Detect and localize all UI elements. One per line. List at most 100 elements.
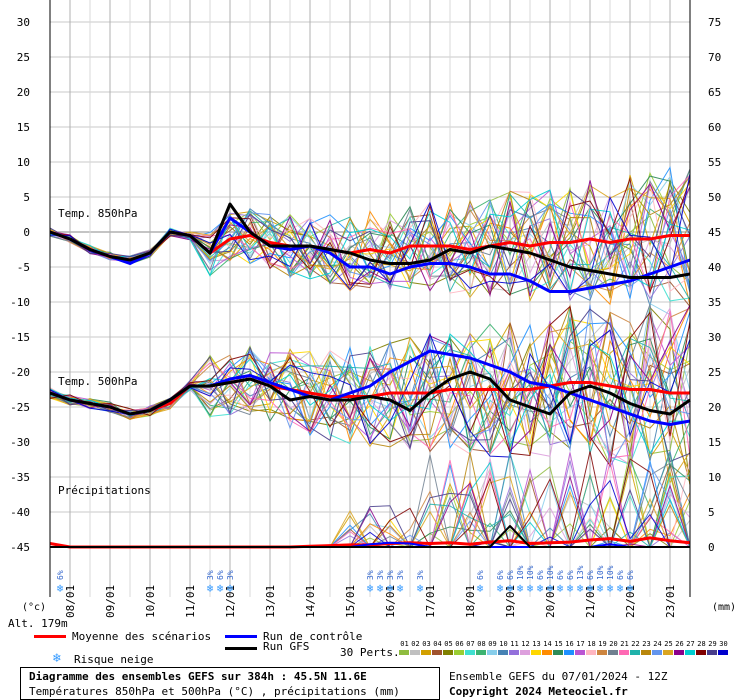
snowflake-icon: ❄: [627, 582, 634, 595]
snowflake-icon: ❄: [227, 582, 234, 595]
snow-risk-pct: 6%: [536, 570, 545, 580]
snowflake-icon: ❄: [57, 582, 64, 595]
snow-risk-pct: 3%: [226, 570, 235, 580]
right-tick-label: 15: [708, 436, 721, 449]
pert-legend-number: 14: [543, 640, 552, 648]
pert-legend-swatch: [630, 650, 640, 655]
snow-risk-pct: 3%: [376, 570, 385, 580]
right-tick-label: 30: [708, 331, 721, 344]
left-tick-label: 15: [17, 121, 30, 134]
pert-legend-number: 28: [697, 640, 706, 648]
snow-risk-pct: 10%: [546, 565, 555, 580]
pert-legend-item: 01: [399, 640, 410, 655]
pert-legend-swatch: [586, 650, 596, 655]
t850-section-label: Temp. 850hPa: [58, 207, 137, 220]
left-tick-label: -40: [10, 506, 30, 519]
perturbation-line: [49, 323, 691, 485]
left-tick-label: -5: [17, 261, 30, 274]
pert-legend-number: 25: [664, 640, 673, 648]
snow-risk-pct: 6%: [216, 570, 225, 580]
right-tick-label: 75: [708, 16, 721, 29]
snowflake-icon: ❄: [53, 651, 61, 666]
day-tick-label: 21/01: [584, 585, 597, 618]
snow-risk-pct: 10%: [526, 565, 535, 580]
snow-risk-pct: 10%: [516, 565, 525, 580]
pert-legend-swatch: [443, 650, 453, 655]
pert-legend-swatch: [465, 650, 475, 655]
snowflake-icon: ❄: [207, 582, 214, 595]
pert-legend-item: 29: [707, 640, 718, 655]
snowflake-icon: ❄: [397, 582, 404, 595]
pert-legend-number: 10: [499, 640, 508, 648]
pert-legend-item: 19: [597, 640, 608, 655]
pert-legend-swatch: [674, 650, 684, 655]
pert-legend-swatch: [410, 650, 420, 655]
control-legend-swatch: [225, 635, 257, 638]
pert-legend-number: 12: [521, 640, 530, 648]
snow-risk-pct: 3%: [416, 570, 425, 580]
day-tick-label: 23/01: [664, 585, 677, 618]
pert-legend-number: 30: [719, 640, 728, 648]
left-tick-label: -35: [10, 471, 30, 484]
left-tick-label: -15: [10, 331, 30, 344]
left-unit-label: (°c): [22, 602, 46, 613]
day-tick-label: 20/01: [544, 585, 557, 618]
pert-legend-swatch: [696, 650, 706, 655]
pert-legend-swatch: [608, 650, 618, 655]
pert-legend-swatch: [707, 650, 717, 655]
run-info: Ensemble GEFS du 07/01/2024 - 12Z: [449, 670, 668, 683]
right-unit-label: (mm): [712, 602, 736, 613]
snow-risk-pct: 6%: [626, 570, 635, 580]
pert-legend-number: 07: [466, 640, 475, 648]
left-tick-label: 20: [17, 86, 30, 99]
pert-legend-number: 24: [653, 640, 662, 648]
t500-section-label: Temp. 500hPa: [58, 375, 137, 388]
pert-legend-item: 17: [575, 640, 586, 655]
day-tick-label: 09/01: [104, 585, 117, 618]
snowflake-icon: ❄: [597, 582, 604, 595]
perts-legend-label: 30 Perts.: [340, 646, 400, 659]
snow-risk-pct: 3%: [396, 570, 405, 580]
right-tick-label: 25: [708, 366, 721, 379]
pert-legend-swatch: [575, 650, 585, 655]
pert-legend-item: 24: [652, 640, 663, 655]
snow-risk-row: 6%❄3%❄6%❄3%❄3%❄3%❄3%❄3%❄3%❄6%❄6%❄6%❄10%❄…: [56, 565, 635, 595]
pert-legend-swatch: [454, 650, 464, 655]
perturbation-line: [49, 305, 691, 449]
right-tick-label: 60: [708, 121, 721, 134]
pert-legend-number: 15: [554, 640, 563, 648]
pert-legend-item: 15: [553, 640, 564, 655]
snowflake-icon: ❄: [417, 582, 424, 595]
pert-legend-number: 01: [400, 640, 409, 648]
pert-legend-item: 08: [476, 640, 487, 655]
pert-legend-swatch: [652, 650, 662, 655]
pert-legend-number: 16: [565, 640, 574, 648]
left-tick-label: 0: [23, 226, 30, 239]
pert-legend-item: 28: [696, 640, 707, 655]
title-box: Diagramme des ensembles GEFS sur 384h : …: [20, 667, 440, 700]
right-tick-label: 5: [708, 506, 715, 519]
snow-risk-pct: 6%: [506, 570, 515, 580]
pert-legend-swatch: [531, 650, 541, 655]
pert-legend-number: 18: [587, 640, 596, 648]
snowflake-icon: ❄: [557, 582, 564, 595]
altitude-label: Alt. 179m: [8, 617, 68, 630]
snowflake-icon: ❄: [377, 582, 384, 595]
main-series-lines: [49, 202, 691, 549]
pert-legend-item: 23: [641, 640, 652, 655]
left-tick-label: -45: [10, 541, 30, 554]
snowflake-icon: ❄: [617, 582, 624, 595]
pert-legend-item: 07: [465, 640, 476, 655]
left-tick-label: -30: [10, 436, 30, 449]
right-tick-label: 0: [708, 541, 715, 554]
snow-risk-pct: 10%: [606, 565, 615, 580]
pert-legend-number: 23: [642, 640, 651, 648]
pert-legend-swatch: [564, 650, 574, 655]
snow-risk-pct: 3%: [386, 570, 395, 580]
snow-risk-pct: 6%: [556, 570, 565, 580]
snow-risk-pct: 6%: [566, 570, 575, 580]
snowflake-icon: ❄: [527, 582, 534, 595]
pert-legend-swatch: [432, 650, 442, 655]
